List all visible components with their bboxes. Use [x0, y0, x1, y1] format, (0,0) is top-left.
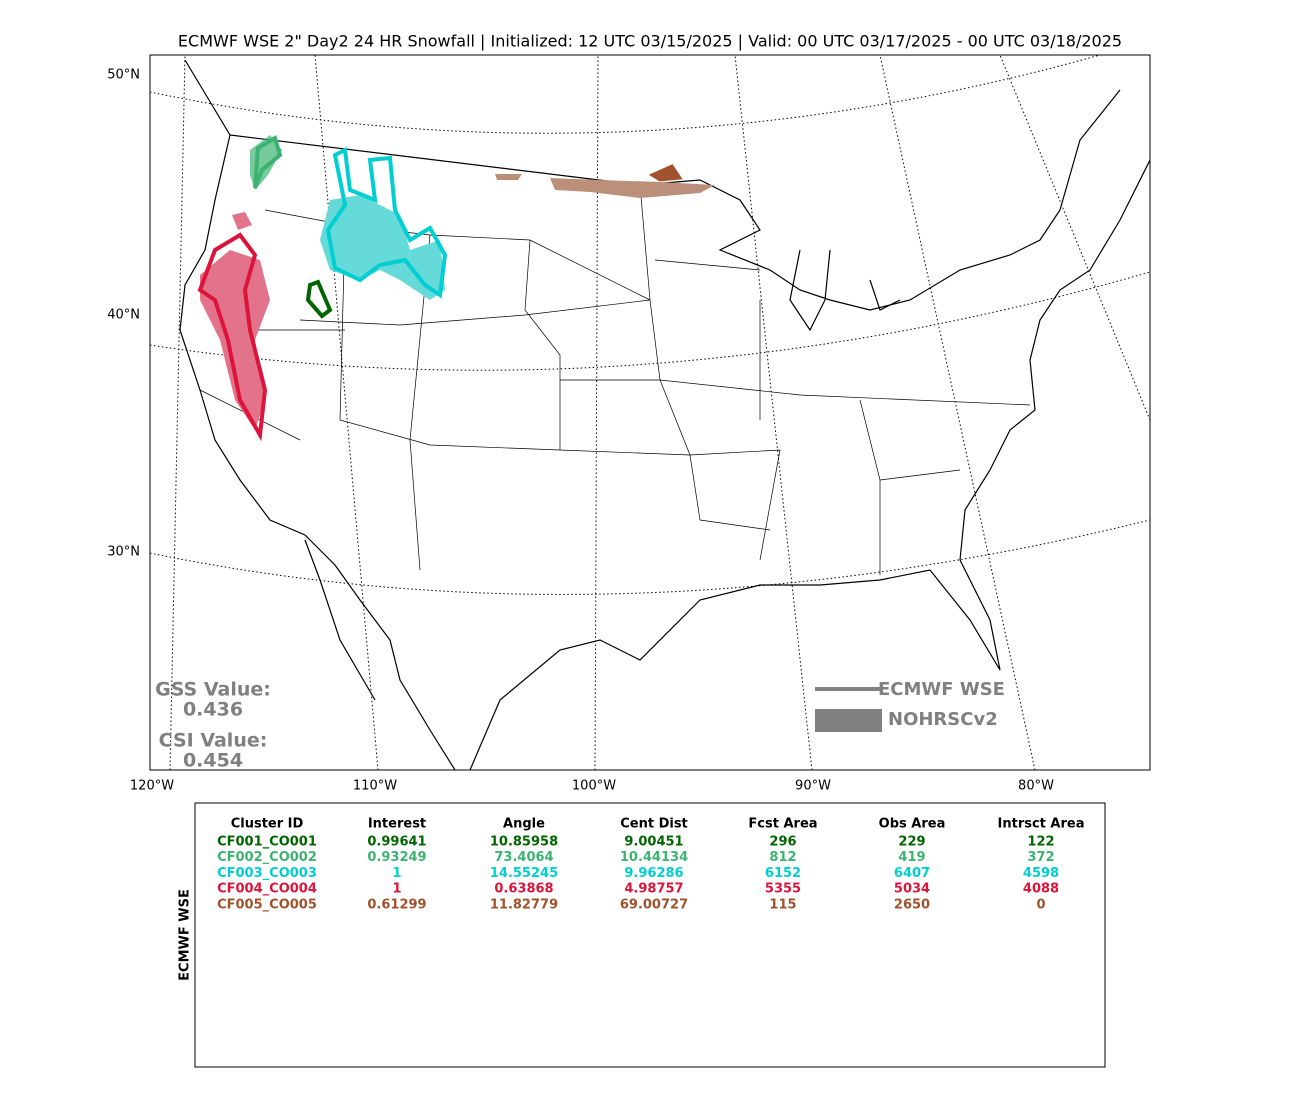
snow-areas — [197, 134, 715, 442]
obs-area — [232, 212, 252, 230]
lon-label: 90°W — [795, 779, 831, 794]
map: ECMWF WSE NOHRSCv2 GSS Value: 0.436 CSI … — [149, 54, 1151, 772]
table-cell: 0.93249 — [367, 850, 426, 865]
table-cell: 122 — [1027, 835, 1054, 850]
table-cell: 5034 — [894, 882, 930, 897]
table-cell: CF002_CO002 — [217, 850, 317, 865]
table-cell: 115 — [769, 897, 796, 912]
table-cell: 9.00451 — [624, 835, 683, 850]
table-cell: 73.4064 — [494, 850, 553, 865]
table-cell: 4.98757 — [624, 882, 683, 897]
gss-value: 0.436 — [183, 699, 243, 721]
column-header: Fcst Area — [748, 817, 817, 832]
table-cell: 0.61299 — [367, 897, 426, 912]
fcst-area — [305, 279, 333, 319]
graticule — [150, 271, 1150, 371]
lat-label: 40°N — [107, 308, 140, 323]
lon-label: 120°W — [130, 779, 174, 794]
legend-label: NOHRSCv2 — [888, 709, 998, 730]
table-cell: 296 — [769, 835, 796, 850]
lakes — [789, 249, 901, 332]
fcst-area — [325, 146, 448, 299]
table-side-label: ECMWF WSE — [178, 889, 193, 981]
obs-area — [200, 250, 270, 430]
table-cell: CF003_CO003 — [217, 866, 317, 881]
table-cell: 0.63868 — [494, 882, 553, 897]
table-cell: 419 — [898, 850, 925, 865]
table-cell: 9.96286 — [624, 866, 683, 881]
table-cell: CF004_CO004 — [217, 882, 317, 897]
csi-label: CSI Value: — [159, 730, 268, 752]
table-cell: 229 — [898, 835, 925, 850]
fcst-area — [648, 164, 683, 182]
table-cell: 4088 — [1023, 882, 1059, 897]
table-cell: 1 — [392, 882, 401, 897]
table-cell: 0 — [1036, 897, 1045, 912]
table: ECMWF WSE Cluster ID Interest Angle Cent Di… — [178, 802, 1106, 1068]
legend-swatch — [815, 709, 882, 732]
table-cell: 11.82779 — [490, 897, 558, 912]
graticule — [999, 55, 1150, 421]
table-cell: 372 — [1027, 850, 1054, 865]
table-cell: 2650 — [894, 897, 930, 912]
state-borders — [199, 184, 1031, 575]
column-header: Cluster ID — [231, 817, 304, 832]
csi-value: 0.454 — [183, 750, 243, 772]
table-cell: CF005_CO005 — [217, 897, 317, 912]
title: ECMWF WSE 2" Day2 24 HR Snowfall | Initi… — [178, 32, 1122, 51]
table-cell: 14.55245 — [490, 866, 558, 881]
table-cell: 10.85958 — [490, 835, 558, 850]
fcst-area — [253, 134, 283, 189]
lon-label: 80°W — [1018, 779, 1054, 794]
table-cell: 1 — [392, 866, 401, 881]
legend: ECMWF WSE NOHRSCv2 — [815, 679, 1005, 732]
table-cell: 6407 — [894, 866, 930, 881]
graticule — [150, 55, 1101, 134]
column-header: Angle — [503, 817, 545, 832]
table-cell: 4598 — [1023, 866, 1059, 881]
table-cell: 0.99641 — [367, 835, 426, 850]
column-header: Intrsct Area — [998, 817, 1085, 832]
coastline — [179, 59, 1150, 770]
lat-label: 50°N — [107, 68, 140, 83]
obs-area — [495, 174, 522, 180]
map-frame — [149, 54, 1151, 771]
table-cell: 6152 — [765, 866, 801, 881]
lon-label: 110°W — [353, 779, 397, 794]
table-cell: 69.00727 — [620, 897, 688, 912]
column-header: Cent Dist — [620, 817, 688, 832]
gss-label: GSS Value: — [155, 679, 271, 701]
obs-area — [550, 178, 715, 198]
table-cell: 5355 — [765, 882, 801, 897]
table-cell: CF001_CO001 — [217, 835, 317, 850]
legend-label: ECMWF WSE — [878, 679, 1005, 700]
axis-labels: 50°N 40°N 30°N 120°W 110°W 100°W 90°W 80°W — [107, 68, 1054, 794]
canada-border — [229, 89, 1121, 311]
lon-label: 100°W — [572, 779, 616, 794]
lat-label: 30°N — [107, 545, 140, 560]
fcst-area — [197, 232, 268, 442]
table-cell: 812 — [769, 850, 796, 865]
column-header: Interest — [368, 817, 426, 832]
graticule — [150, 519, 1150, 595]
table-frame — [194, 802, 1106, 1068]
table-cell: 10.44134 — [620, 850, 688, 865]
column-header: Obs Area — [879, 817, 946, 832]
